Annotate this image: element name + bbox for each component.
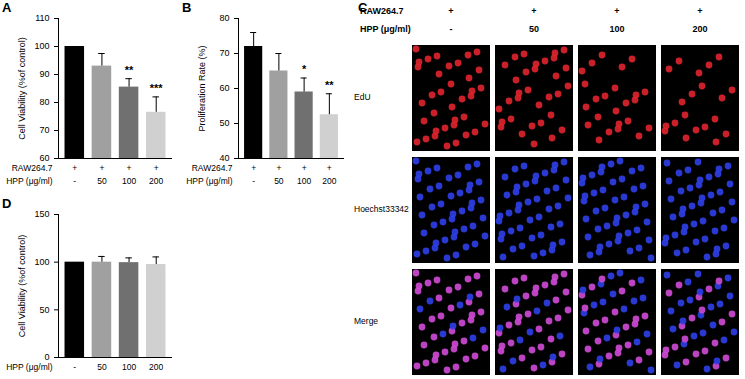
svg-text:***: *** — [150, 82, 164, 94]
svg-text:Hoechst33342: Hoechst33342 — [354, 204, 409, 214]
svg-text:50: 50 — [39, 305, 49, 315]
svg-text:-: - — [252, 176, 255, 186]
svg-text:+: + — [302, 163, 307, 173]
svg-text:50: 50 — [97, 362, 107, 372]
svg-text:80: 80 — [39, 97, 49, 107]
svg-text:**: ** — [325, 79, 334, 91]
svg-text:50: 50 — [219, 118, 229, 128]
svg-text:90: 90 — [39, 69, 49, 79]
svg-text:100: 100 — [122, 362, 136, 372]
svg-text:100: 100 — [609, 24, 624, 34]
svg-text:Cell Viability (%of control): Cell Viability (%of control) — [17, 37, 27, 139]
svg-text:200: 200 — [692, 24, 707, 34]
svg-text:+: + — [251, 163, 256, 173]
svg-text:EdU: EdU — [354, 92, 371, 102]
svg-text:**: ** — [125, 64, 134, 76]
svg-text:70: 70 — [39, 125, 49, 135]
svg-text:150: 150 — [34, 209, 49, 219]
svg-text:100: 100 — [34, 41, 49, 51]
svg-text:200: 200 — [149, 362, 163, 372]
svg-text:-: - — [73, 362, 76, 372]
svg-text:+: + — [276, 163, 281, 173]
svg-text:100: 100 — [297, 176, 311, 186]
svg-text:+: + — [99, 163, 104, 173]
svg-text:+: + — [327, 163, 332, 173]
svg-text:-: - — [73, 176, 76, 186]
svg-text:Proliferation Rate (%): Proliferation Rate (%) — [197, 45, 207, 131]
svg-text:70: 70 — [219, 48, 229, 58]
svg-text:200: 200 — [322, 176, 336, 186]
svg-text:Cell Viability (%of control): Cell Viability (%of control) — [17, 235, 27, 337]
svg-text:+: + — [127, 163, 132, 173]
svg-text:Merge: Merge — [354, 316, 378, 326]
svg-text:HPP (μg/ml): HPP (μg/ml) — [6, 176, 52, 186]
svg-text:RAW264.7: RAW264.7 — [12, 163, 53, 173]
svg-text:+: + — [697, 6, 702, 16]
svg-text:+: + — [531, 6, 536, 16]
svg-text:-: - — [450, 24, 453, 34]
svg-text:HPP (μg/ml): HPP (μg/ml) — [186, 176, 232, 186]
svg-text:+: + — [72, 163, 77, 173]
svg-text:*: * — [302, 63, 307, 75]
svg-text:110: 110 — [35, 13, 49, 23]
svg-text:50: 50 — [97, 176, 107, 186]
svg-text:100: 100 — [122, 176, 136, 186]
svg-text:200: 200 — [149, 176, 163, 186]
svg-text:+: + — [448, 6, 453, 16]
svg-text:50: 50 — [274, 176, 284, 186]
svg-text:60: 60 — [219, 83, 229, 93]
svg-text:80: 80 — [219, 13, 229, 23]
svg-text:50: 50 — [529, 24, 539, 34]
svg-text:RAW264.7: RAW264.7 — [192, 163, 233, 173]
svg-text:100: 100 — [34, 257, 49, 267]
svg-text:+: + — [154, 163, 159, 173]
svg-text:+: + — [614, 6, 619, 16]
svg-text:HPP (μg/ml): HPP (μg/ml) — [360, 24, 411, 34]
svg-text:HPP (μg/ml): HPP (μg/ml) — [6, 362, 52, 372]
